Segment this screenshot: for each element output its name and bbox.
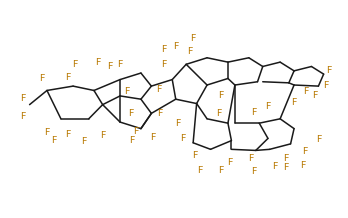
Text: F: F bbox=[128, 109, 133, 118]
Text: F: F bbox=[323, 80, 328, 90]
Text: F: F bbox=[303, 87, 309, 96]
Text: F: F bbox=[218, 91, 224, 100]
Text: F: F bbox=[216, 109, 222, 118]
Text: F: F bbox=[283, 153, 288, 163]
Text: F: F bbox=[192, 151, 198, 160]
Text: F: F bbox=[81, 137, 86, 146]
Text: F: F bbox=[51, 136, 57, 145]
Text: F: F bbox=[197, 165, 203, 175]
Text: F: F bbox=[248, 153, 253, 163]
Text: F: F bbox=[312, 91, 318, 100]
Text: F: F bbox=[175, 119, 180, 128]
Text: F: F bbox=[227, 158, 232, 167]
Text: F: F bbox=[95, 58, 100, 67]
Text: F: F bbox=[124, 87, 130, 96]
Text: F: F bbox=[265, 102, 271, 111]
Text: F: F bbox=[133, 127, 139, 136]
Text: F: F bbox=[72, 60, 78, 69]
Text: F: F bbox=[117, 60, 123, 69]
Text: F: F bbox=[251, 108, 257, 117]
Text: F: F bbox=[156, 85, 161, 94]
Text: F: F bbox=[150, 133, 156, 142]
Text: F: F bbox=[302, 147, 307, 156]
Text: F: F bbox=[316, 135, 321, 144]
Text: F: F bbox=[187, 47, 192, 56]
Text: F: F bbox=[161, 60, 166, 69]
Text: F: F bbox=[326, 66, 332, 75]
Text: F: F bbox=[180, 134, 185, 143]
Text: F: F bbox=[157, 109, 163, 118]
Text: F: F bbox=[100, 131, 105, 140]
Text: F: F bbox=[107, 62, 112, 71]
Text: F: F bbox=[300, 161, 306, 170]
Text: F: F bbox=[65, 129, 71, 139]
Text: F: F bbox=[283, 163, 288, 172]
Text: F: F bbox=[20, 112, 25, 121]
Text: F: F bbox=[291, 98, 297, 107]
Text: F: F bbox=[190, 34, 196, 43]
Text: F: F bbox=[44, 128, 50, 138]
Text: F: F bbox=[39, 74, 45, 83]
Text: F: F bbox=[173, 42, 179, 51]
Text: F: F bbox=[272, 162, 278, 171]
Text: F: F bbox=[129, 136, 135, 145]
Text: F: F bbox=[218, 165, 224, 175]
Text: F: F bbox=[20, 94, 25, 103]
Text: F: F bbox=[161, 44, 166, 54]
Text: F: F bbox=[251, 167, 257, 176]
Text: F: F bbox=[65, 73, 71, 82]
